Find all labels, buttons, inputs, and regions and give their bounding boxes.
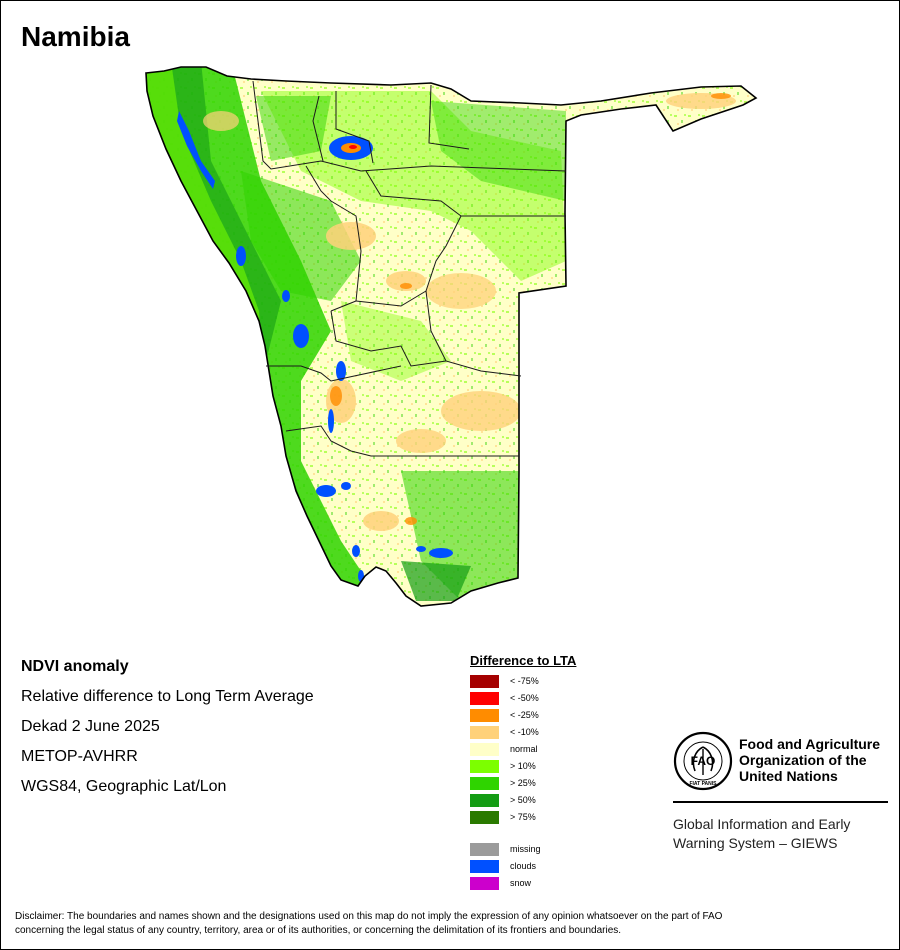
legend-item: < -75% xyxy=(470,673,670,690)
legend-item: < -25% xyxy=(470,707,670,724)
legend-swatch xyxy=(470,811,499,824)
legend-swatch xyxy=(470,794,499,807)
legend-item: > 75% xyxy=(470,809,670,826)
fao-org-name: Food and Agriculture Organization of the… xyxy=(739,736,899,784)
legend-item: < -50% xyxy=(470,690,670,707)
legend-label: missing xyxy=(510,844,541,854)
legend-item: snow xyxy=(470,875,670,892)
legend-swatch xyxy=(470,692,499,705)
disclaimer-line-1: Disclaimer: The boundaries and names sho… xyxy=(15,911,723,922)
legend-title: Difference to LTA xyxy=(470,653,577,668)
legend-label: < -10% xyxy=(510,727,539,737)
disclaimer-line-2: concerning the legal status of any count… xyxy=(15,925,622,936)
legend-label: snow xyxy=(510,878,532,888)
giews-name: Global Information and Early Warning Sys… xyxy=(673,815,893,853)
map-info: NDVI anomaly Relative difference to Long… xyxy=(21,657,441,807)
legend-swatch xyxy=(470,743,499,756)
fao-logo-text: FAO xyxy=(691,754,716,768)
fao-logo-icon: FAO FIAT PANIS xyxy=(673,731,733,791)
legend: Difference to LTA < -75% < -50% < -25% < -1… xyxy=(470,653,670,892)
legend-swatch xyxy=(470,726,499,739)
legend-swatch xyxy=(470,843,499,856)
legend-swatch xyxy=(470,709,499,722)
info-projection: WGS84, Geographic Lat/Lon xyxy=(21,778,227,795)
legend-item: missing xyxy=(470,841,670,858)
legend-item: normal xyxy=(470,741,670,758)
fao-org-line-1: Food and Agriculture xyxy=(739,736,881,752)
legend-swatch xyxy=(470,877,499,890)
legend-label: > 75% xyxy=(510,812,536,822)
legend-label: < -25% xyxy=(510,710,539,720)
legend-label: < -75% xyxy=(510,676,539,686)
giews-line-1: Global Information and Early xyxy=(673,816,851,832)
legend-swatch xyxy=(470,777,499,790)
legend-item: < -10% xyxy=(470,724,670,741)
ndvi-anomaly-map xyxy=(145,66,758,607)
legend-label: < -50% xyxy=(510,693,539,703)
legend-items: < -75% < -50% < -25% < -10% normal > 10% > 25%… xyxy=(470,673,670,826)
info-subtitle: Relative difference to Long Term Average xyxy=(21,688,314,705)
info-sensor: METOP-AVHRR xyxy=(21,748,138,765)
disclaimer: Disclaimer: The boundaries and names sho… xyxy=(15,910,885,938)
legend-swatch xyxy=(470,860,499,873)
info-heading: NDVI anomaly xyxy=(21,658,129,675)
fao-logo-motto: FIAT PANIS xyxy=(689,781,717,787)
info-period: Dekad 2 June 2025 xyxy=(21,718,160,735)
legend-item: clouds xyxy=(470,858,670,875)
legend-label: > 10% xyxy=(510,761,536,771)
legend-label: > 50% xyxy=(510,795,536,805)
legend-swatch xyxy=(470,675,499,688)
legend-swatch xyxy=(470,760,499,773)
legend-extra-items: missing clouds snow xyxy=(470,841,670,892)
map-title: Namibia xyxy=(21,21,130,52)
giews-line-2: Warning System – GIEWS xyxy=(673,835,838,851)
legend-label: > 25% xyxy=(510,778,536,788)
fao-org-line-3: United Nations xyxy=(739,768,838,784)
legend-item: > 50% xyxy=(470,792,670,809)
legend-item: > 10% xyxy=(470,758,670,775)
fao-divider xyxy=(673,801,888,803)
legend-item: > 25% xyxy=(470,775,670,792)
legend-label: normal xyxy=(510,744,538,754)
fao-org-line-2: Organization of the xyxy=(739,752,867,768)
legend-label: clouds xyxy=(510,861,537,871)
